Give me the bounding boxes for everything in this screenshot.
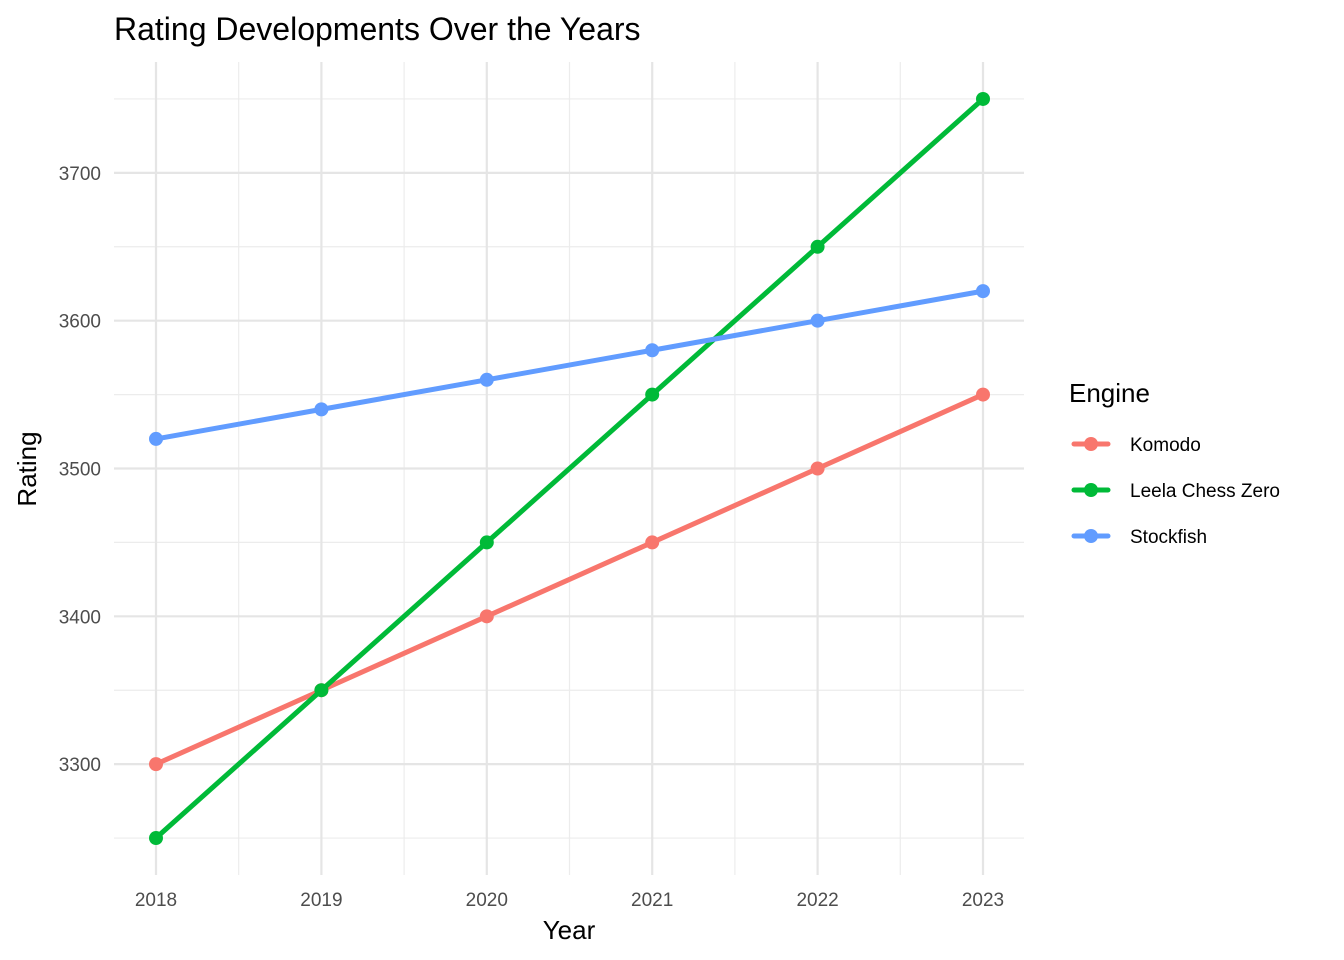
data-point-komodo xyxy=(479,609,494,624)
legend-item-stockfish: Stockfish xyxy=(1071,527,1207,548)
chart-title: Rating Developments Over the Years xyxy=(114,11,641,47)
data-point-stockfish xyxy=(645,343,660,358)
data-point-leela-chess-zero xyxy=(314,683,329,698)
series-stockfish xyxy=(149,284,990,446)
series-line-stockfish xyxy=(153,288,986,442)
data-point-leela-chess-zero xyxy=(479,535,494,550)
legend-item-leela-chess-zero: Leela Chess Zero xyxy=(1071,481,1280,502)
data-point-komodo xyxy=(645,535,660,550)
x-tick-label: 2019 xyxy=(300,890,342,911)
series-leela-chess-zero xyxy=(149,91,990,846)
data-point-stockfish xyxy=(149,431,163,446)
data-point-leela-chess-zero xyxy=(645,387,660,402)
data-point-leela-chess-zero xyxy=(976,91,990,106)
data-point-leela-chess-zero xyxy=(149,831,163,846)
legend-key-point xyxy=(1084,483,1098,497)
legend-label: Stockfish xyxy=(1130,527,1207,548)
data-point-stockfish xyxy=(479,372,494,387)
y-tick-label: 3700 xyxy=(59,164,101,185)
series-layer xyxy=(149,91,990,846)
legend: Engine Komodo Leela Chess Zero Stockfish xyxy=(1069,378,1280,548)
legend-item-komodo: Komodo xyxy=(1071,435,1201,456)
data-point-stockfish xyxy=(314,402,329,417)
x-axis-title: Year xyxy=(543,915,596,945)
x-tick-label: 2023 xyxy=(962,890,1004,911)
x-tick-label: 2021 xyxy=(631,890,673,911)
y-tick-label: 3600 xyxy=(59,312,101,333)
x-tick-label: 2020 xyxy=(466,890,508,911)
x-axis-ticks: 2018 2019 2020 2021 2022 2023 xyxy=(135,890,1004,911)
legend-title: Engine xyxy=(1069,378,1150,408)
y-tick-label: 3500 xyxy=(59,460,101,481)
legend-key-point xyxy=(1084,529,1098,543)
legend-label: Komodo xyxy=(1130,435,1201,456)
data-point-leela-chess-zero xyxy=(810,239,825,254)
data-point-komodo xyxy=(149,757,163,772)
data-point-komodo xyxy=(976,387,990,402)
y-tick-label: 3300 xyxy=(59,755,101,776)
series-line-leela-chess-zero xyxy=(153,96,986,841)
y-tick-label: 3400 xyxy=(59,607,101,628)
data-point-komodo xyxy=(810,461,825,476)
x-tick-label: 2022 xyxy=(796,890,838,911)
series-line-komodo xyxy=(153,392,986,767)
x-tick-label: 2018 xyxy=(135,890,177,911)
y-axis-title: Rating xyxy=(12,431,42,506)
legend-key-point xyxy=(1084,437,1098,451)
y-axis-ticks: 3300 3400 3500 3600 3700 xyxy=(59,164,101,776)
data-point-stockfish xyxy=(810,313,825,328)
data-point-stockfish xyxy=(976,284,990,299)
legend-label: Leela Chess Zero xyxy=(1130,481,1280,502)
